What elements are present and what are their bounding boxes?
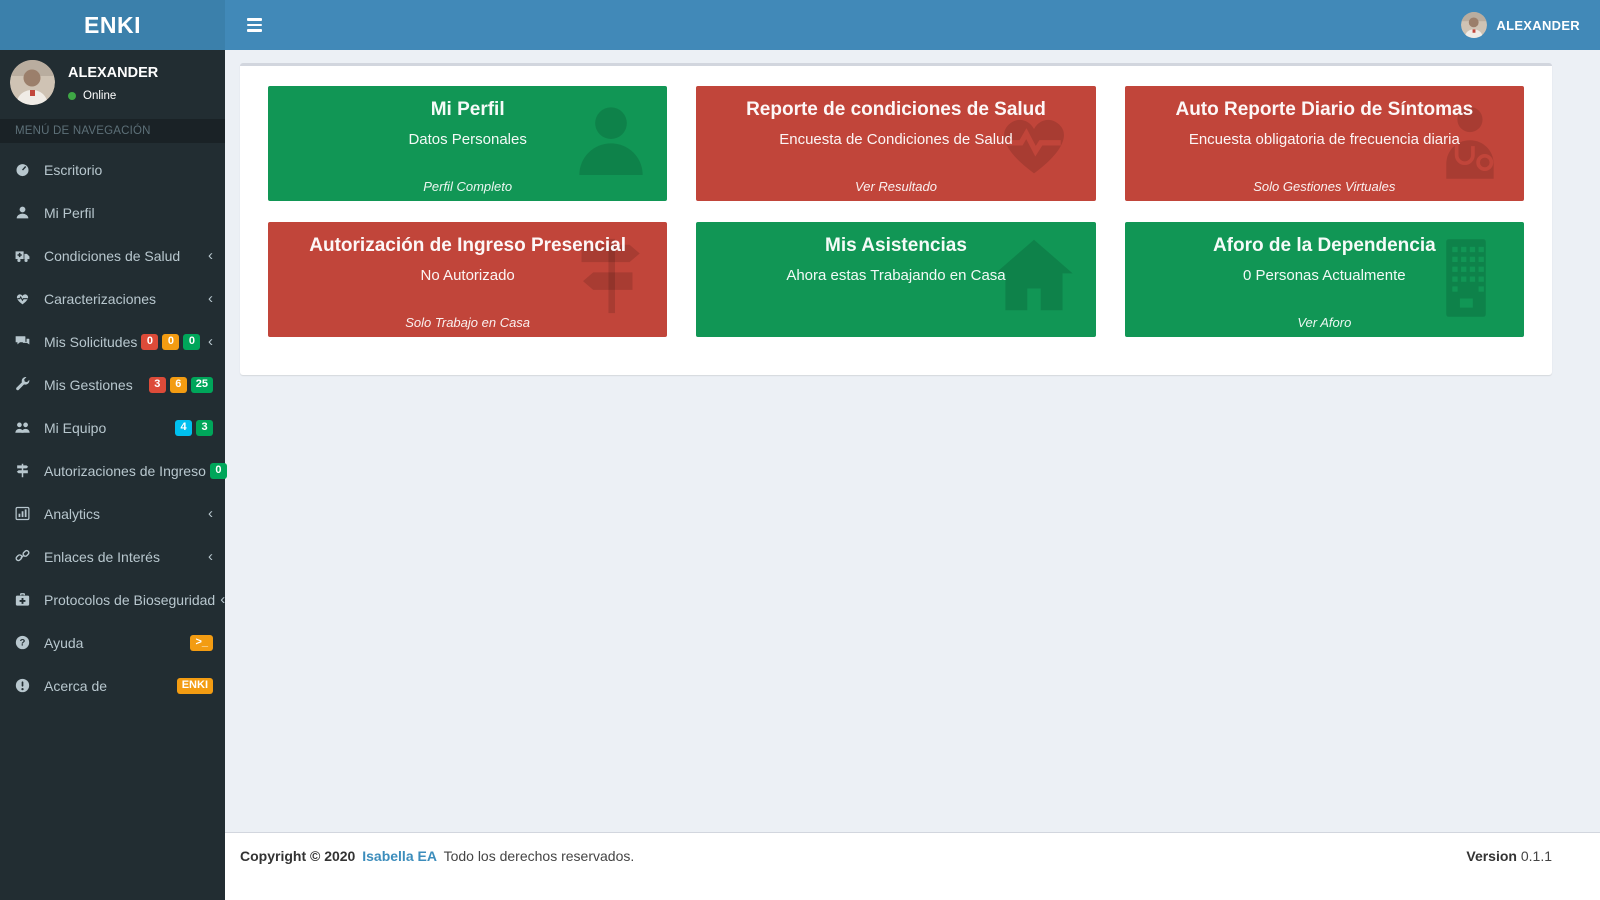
badge: ENKI — [176, 677, 213, 694]
dashboard-box: Mi Perfil Datos Personales Perfil Comple… — [240, 63, 1552, 375]
comments-icon — [15, 334, 35, 349]
menu-section-header: MENÚ DE NAVEGACIÓN — [0, 119, 225, 143]
brand-logo[interactable]: ENKI — [0, 0, 225, 50]
card-subtitle: Encuesta obligatoria de frecuencia diari… — [1188, 131, 1460, 148]
chevron-left-icon: ‹ — [220, 591, 226, 608]
chevron-left-icon: ‹ — [208, 247, 213, 264]
card-footer-link[interactable]: Solo Trabajo en Casa — [405, 315, 531, 330]
card-title: Aforo de la Dependencia — [1212, 235, 1436, 256]
wrench-icon — [15, 377, 35, 392]
card-autorizacion-ingreso[interactable]: Autorización de Ingreso Presencial No Au… — [268, 222, 668, 337]
medkit-icon — [15, 592, 35, 607]
chevron-left-icon: ‹ — [208, 333, 213, 350]
card-title: Autorización de Ingreso Presencial — [309, 235, 627, 256]
signpost-icon — [15, 463, 35, 478]
card-title: Auto Reporte Diario de Síntomas — [1175, 99, 1474, 120]
sidebar-user-panel: ALEXANDER Online — [0, 50, 225, 115]
chevron-left-icon: ‹ — [208, 548, 213, 565]
copyright-text: Copyright © 2020 — [240, 848, 356, 864]
sidebar-item-escritorio[interactable]: Escritorio — [0, 148, 225, 191]
badge: 0 — [162, 333, 180, 350]
doctor-icon — [1430, 100, 1504, 187]
badge: 0 — [141, 333, 159, 350]
card-aforo-dependencia[interactable]: Aforo de la Dependencia 0 Personas Actua… — [1124, 222, 1524, 337]
card-footer-link[interactable]: Perfil Completo — [423, 179, 513, 194]
sidebar-item-analytics[interactable]: Analytics ‹ — [0, 492, 225, 535]
badge: 0 — [209, 462, 227, 479]
card-reporte-condiciones-salud[interactable]: Reporte de condiciones de Salud Encuesta… — [696, 86, 1096, 201]
users-icon — [15, 420, 35, 435]
chevron-left-icon: ‹ — [208, 290, 213, 307]
link-icon — [15, 549, 35, 564]
heartbeat-icon — [15, 291, 35, 306]
sidebar-item-protocolos-de-bioseguridad[interactable]: Protocolos de Bioseguridad ‹ — [0, 578, 225, 621]
terminal-badge: >_ — [190, 634, 213, 651]
avatar — [1461, 12, 1488, 38]
sidebar-item-caracterizaciones[interactable]: Caracterizaciones ‹ — [0, 277, 225, 320]
rights-text: Todo los derechos reservados. — [443, 848, 635, 864]
card-subtitle: Encuesta de Condiciones de Salud — [779, 131, 1013, 148]
sidebar-item-mi-equipo[interactable]: Mi Equipo 4 3 — [0, 406, 225, 449]
sidebar-item-mis-gestiones[interactable]: Mis Gestiones 3 6 25 — [0, 363, 225, 406]
svg-text:?: ? — [20, 638, 26, 648]
card-subtitle: No Autorizado — [420, 267, 515, 284]
user-icon — [575, 100, 647, 183]
chevron-left-icon: ‹ — [208, 505, 213, 522]
badge: 4 — [175, 419, 192, 436]
page-footer: Copyright © 2020 Isabella EA Todo los de… — [225, 832, 1600, 900]
header-user-name: ALEXANDER — [1496, 17, 1580, 33]
sidebar-item-ayuda[interactable]: ? Ayuda >_ — [0, 621, 225, 664]
card-footer-link[interactable]: Solo Gestiones Virtuales — [1253, 179, 1396, 194]
badge: 3 — [196, 419, 213, 436]
badge: 3 — [148, 376, 166, 393]
top-navbar: ENKI ALEXANDER — [0, 0, 1600, 50]
badge: 6 — [169, 376, 187, 393]
card-footer-link[interactable]: Ver Aforo — [1297, 315, 1352, 330]
version-value: 0.1.1 — [1520, 848, 1552, 864]
home-icon — [992, 236, 1076, 319]
main-content: Mi Perfil Datos Personales Perfil Comple… — [225, 50, 1600, 900]
sidebar-item-mis-solicitudes[interactable]: Mis Solicitudes 0 0 0 ‹ — [0, 320, 225, 363]
sidebar: ALEXANDER Online MENÚ DE NAVEGACIÓN Escr… — [0, 50, 227, 900]
card-subtitle: Datos Personales — [408, 131, 527, 148]
sidebar-item-mi-perfil[interactable]: Mi Perfil — [0, 191, 225, 234]
version-label: Version — [1466, 848, 1517, 864]
card-mi-perfil[interactable]: Mi Perfil Datos Personales Perfil Comple… — [268, 86, 668, 201]
user-icon — [15, 205, 35, 220]
sidebar-menu: Escritorio Mi Perfil Condiciones de Salu… — [0, 148, 227, 707]
sidebar-item-condiciones-de-salud[interactable]: Condiciones de Salud ‹ — [0, 234, 225, 277]
sidebar-user-name: ALEXANDER — [68, 65, 159, 81]
card-title: Mis Asistencias — [825, 235, 967, 256]
sidebar-toggle-button[interactable] — [231, 0, 277, 50]
user-status: Online — [68, 90, 158, 102]
card-mis-asistencias[interactable]: Mis Asistencias Ahora estas Trabajando e… — [696, 222, 1096, 337]
card-title: Reporte de condiciones de Salud — [746, 99, 1046, 120]
question-circle-icon: ? — [15, 635, 35, 650]
ambulance-icon — [15, 248, 35, 263]
avatar — [10, 60, 55, 105]
bar-chart-icon — [15, 506, 35, 521]
badge: 0 — [183, 333, 201, 350]
card-title: Mi Perfil — [430, 99, 505, 120]
company-link[interactable]: Isabella EA — [362, 848, 437, 864]
dashboard-icon — [15, 162, 35, 177]
card-footer-link[interactable]: Ver Resultado — [855, 179, 937, 194]
user-menu-button[interactable]: ALEXANDER — [1441, 0, 1600, 50]
online-dot-icon — [68, 92, 76, 100]
card-auto-reporte-sintomas[interactable]: Auto Reporte Diario de Síntomas Encuesta… — [1124, 86, 1524, 201]
sidebar-item-autorizaciones-de-ingreso[interactable]: Autorizaciones de Ingreso 0 — [0, 449, 227, 492]
heartbeat-icon — [992, 100, 1076, 183]
sidebar-item-enlaces-de-interes[interactable]: Enlaces de Interés ‹ — [0, 535, 225, 578]
exclamation-circle-icon — [15, 678, 35, 693]
hamburger-icon — [246, 18, 262, 21]
card-subtitle: 0 Personas Actualmente — [1243, 267, 1406, 284]
building-icon — [1428, 236, 1504, 325]
badge: 25 — [190, 376, 213, 393]
signpost-icon — [567, 236, 647, 321]
card-subtitle: Ahora estas Trabajando en Casa — [786, 267, 1006, 284]
sidebar-item-acerca-de[interactable]: Acerca de ENKI — [0, 664, 225, 707]
